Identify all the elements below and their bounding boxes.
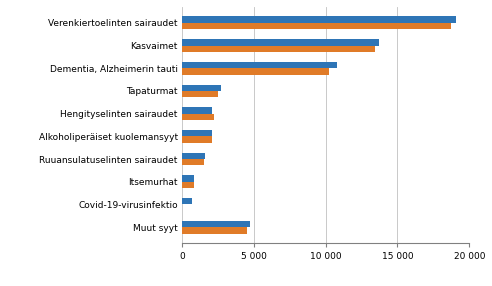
Bar: [182, 62, 337, 68]
Bar: [182, 114, 214, 120]
Bar: [182, 130, 212, 136]
Bar: [182, 68, 329, 75]
Bar: [182, 153, 205, 159]
Bar: [182, 198, 192, 204]
Bar: [182, 136, 212, 143]
Bar: [182, 107, 212, 114]
Bar: [182, 85, 221, 91]
Bar: [182, 221, 249, 227]
Bar: [182, 159, 204, 165]
Bar: [182, 23, 451, 29]
Bar: [182, 182, 193, 188]
Bar: [182, 227, 246, 234]
Bar: [182, 175, 193, 182]
Bar: [182, 17, 457, 23]
Bar: [182, 91, 218, 97]
Bar: [182, 39, 379, 45]
Bar: [182, 45, 374, 52]
